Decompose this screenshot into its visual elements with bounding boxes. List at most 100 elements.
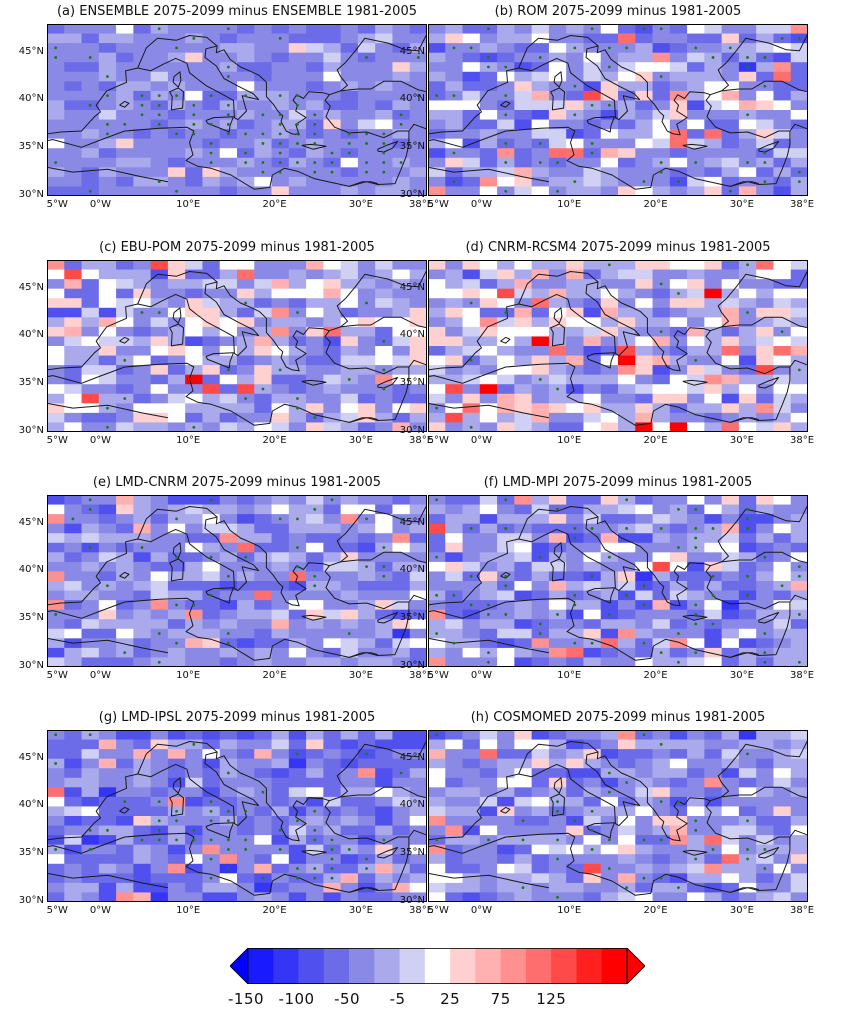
grid-cell <box>429 854 446 865</box>
grid-cell <box>531 581 550 591</box>
coastline <box>48 80 426 190</box>
map-canvas <box>48 496 426 666</box>
colorbar-tick-label: 25 <box>440 990 461 1008</box>
grid-cell <box>133 777 152 788</box>
grid-cell <box>219 657 238 666</box>
grid-cell <box>81 873 100 884</box>
grid-cell <box>306 854 324 865</box>
grid-cell <box>687 129 705 140</box>
grid-cell <box>271 384 290 395</box>
grid-cell <box>687 581 705 591</box>
grid-cell <box>340 552 359 563</box>
significance-dot <box>504 189 508 193</box>
grid-cell <box>548 43 567 54</box>
grid-cell <box>357 825 376 836</box>
grid-cell <box>167 346 186 356</box>
significance-dot <box>504 94 508 98</box>
grid-cell <box>219 533 238 544</box>
grid-cell <box>219 496 238 505</box>
grid-cell <box>64 62 82 73</box>
grid-cell <box>618 298 636 309</box>
longitude-tick-label: 0°W <box>89 435 112 446</box>
latitude-tick-label: 40°N <box>18 329 44 341</box>
grid-cell <box>635 288 653 299</box>
significance-dot <box>746 574 749 578</box>
grid-cell <box>738 346 757 356</box>
grid-cell <box>81 561 100 572</box>
longitude-tick-label: 5°W <box>46 199 68 210</box>
grid-cell <box>116 825 134 836</box>
grid-cell <box>687 561 705 572</box>
grid-cell <box>497 590 515 601</box>
grid-cell <box>237 167 255 178</box>
longitude-tick-label: 5°W <box>427 905 449 916</box>
grid-cell <box>738 777 757 788</box>
grid-cell <box>531 355 550 366</box>
grid-cell <box>479 496 498 505</box>
significance-dot <box>192 132 196 136</box>
grid-cell <box>357 422 376 431</box>
grid-cell <box>237 355 255 366</box>
grid-cell <box>531 110 550 120</box>
latitude-tick-label: 45°N <box>399 45 425 57</box>
grid-cell <box>392 52 411 63</box>
grid-cell <box>652 355 671 366</box>
grid-cell <box>635 816 653 826</box>
grid-cell <box>185 657 203 666</box>
grid-cell <box>738 796 757 807</box>
grid-cell <box>687 777 705 788</box>
grid-cell <box>566 403 584 414</box>
grid-cell <box>375 816 393 826</box>
colorbar-tick-label: 75 <box>490 990 511 1008</box>
grid-cell <box>721 514 740 525</box>
grid-cell <box>531 412 550 423</box>
grid-cell <box>773 561 792 572</box>
grid-cell <box>721 657 740 666</box>
grid-cell <box>548 882 567 893</box>
colorbar <box>229 947 646 985</box>
grid-cell <box>167 288 186 299</box>
grid-cell <box>219 749 238 760</box>
grid-cell <box>600 496 619 505</box>
grid-cell <box>738 71 757 82</box>
grid-cell <box>790 863 807 874</box>
grid-cell <box>271 731 290 740</box>
latitude-tick-label: 30°N <box>18 895 44 906</box>
grid-cell <box>64 81 82 92</box>
grid-cell <box>618 514 636 525</box>
grid-cell <box>237 749 255 760</box>
grid-cell <box>116 176 134 187</box>
coastline <box>758 377 780 389</box>
significance-dot <box>728 46 732 50</box>
grid-cell <box>48 167 65 178</box>
grid-cell <box>271 81 290 92</box>
grid-cell <box>81 403 100 414</box>
significance-dot <box>607 263 611 267</box>
grid-cell <box>133 533 152 544</box>
grid-cell <box>773 176 792 187</box>
longitude-tick-label: 30°E <box>729 435 754 446</box>
grid-cell <box>150 326 169 337</box>
grid-cell <box>271 186 290 195</box>
grid-cell <box>133 590 152 601</box>
grid-cell <box>392 261 411 270</box>
grid-cell <box>566 317 584 328</box>
grid-cell <box>721 279 740 290</box>
grid-cell <box>323 542 342 553</box>
significance-dot <box>607 771 611 775</box>
grid-cell <box>98 600 117 611</box>
grid-cell <box>548 581 567 591</box>
grid-cell <box>479 619 498 630</box>
grid-cell <box>340 307 359 318</box>
significance-dot <box>330 867 334 870</box>
grid-cell <box>98 355 117 366</box>
grid-cell <box>202 62 221 73</box>
significance-dot <box>642 603 646 607</box>
significance-dot <box>573 641 577 645</box>
grid-cell <box>652 288 671 299</box>
grid-cell <box>323 647 342 658</box>
grid-cell <box>652 81 671 92</box>
grid-cell <box>64 374 82 385</box>
grid-cell <box>409 317 426 328</box>
grid-cell <box>202 619 221 630</box>
